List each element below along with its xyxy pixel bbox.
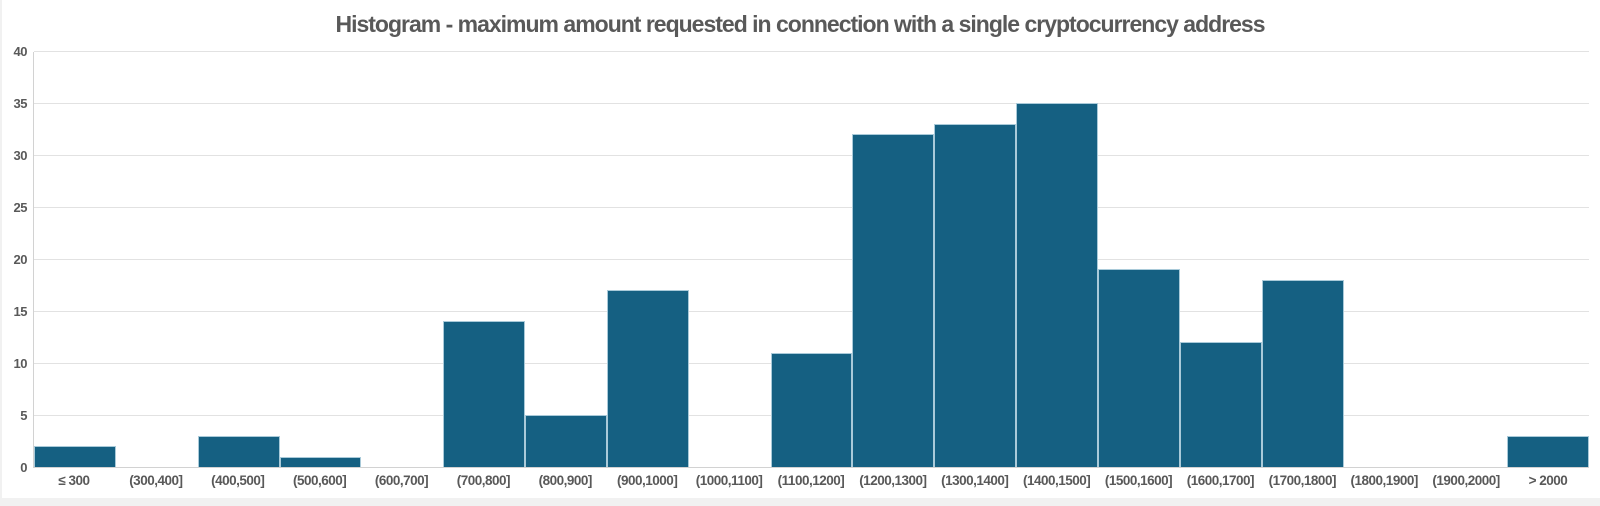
y-tick-label: 15: [13, 304, 28, 319]
histogram-bar: [34, 446, 116, 467]
histogram-bar: [197, 435, 280, 467]
histogram-bar: [443, 321, 526, 467]
gridline: [34, 311, 1589, 312]
x-tick-label: (800,900]: [538, 473, 593, 488]
plot-area: [33, 51, 1590, 468]
bar-slot: [1507, 52, 1590, 467]
histogram-bar: [1016, 103, 1098, 467]
y-tick-label: 10: [13, 356, 28, 371]
bar-slot: [34, 52, 116, 467]
bar-slot: [1261, 52, 1344, 467]
y-tick-label: 25: [13, 200, 28, 215]
bar-slot: [1016, 52, 1098, 467]
histogram-bar: [934, 123, 1017, 467]
x-axis-tick-labels: ≤ 300 (300,400] (400,500] (500,600] (600,700…: [33, 471, 1589, 493]
x-tick-label: (1000,1100]: [695, 473, 763, 488]
x-tick-label: (1800,1900]: [1350, 473, 1419, 488]
bar-slot: [361, 52, 443, 467]
bar-slot: [770, 52, 853, 467]
x-tick-label: (1700,1800]: [1268, 473, 1337, 488]
histogram-bar: [1179, 342, 1262, 467]
bar-slot: [1344, 52, 1426, 467]
x-tick-label: (900,1000]: [617, 473, 678, 488]
bar-slot: [689, 52, 771, 467]
y-tick-label: 40: [13, 44, 28, 59]
y-tick-label: 5: [20, 408, 27, 423]
histogram-bar: [852, 134, 935, 467]
histogram-bar: [770, 352, 853, 467]
y-axis-tick-labels: 0 5 10 15 20 25 30 35 40: [0, 44, 28, 475]
y-tick-label: 0: [20, 460, 27, 475]
x-tick-label: (1300,1400]: [941, 473, 1009, 488]
x-tick-label: (300,400]: [129, 473, 183, 488]
y-tick-label: 20: [13, 252, 28, 267]
histogram-bar: [1097, 269, 1180, 467]
bar-slot: [606, 52, 689, 467]
bar-slot: [197, 52, 280, 467]
bars-row: [34, 52, 1590, 467]
x-tick-label: (1400,1500]: [1022, 473, 1091, 488]
gridline: [34, 103, 1589, 104]
x-tick-label: (400,500]: [211, 473, 265, 488]
bar-slot: [934, 52, 1017, 467]
gridline: [34, 155, 1589, 156]
bar-slot: [116, 52, 198, 467]
histogram-bar: [1507, 435, 1590, 467]
y-tick-label: 30: [13, 148, 28, 163]
left-edge-strip: [0, 0, 2, 506]
histogram-bar: [279, 456, 362, 467]
histogram-bar: [525, 415, 607, 467]
y-tick-label: 35: [13, 96, 28, 111]
gridline: [34, 259, 1589, 260]
bar-slot: [1425, 52, 1507, 467]
x-tick-label: (600,700]: [374, 473, 429, 488]
bar-slot: [443, 52, 526, 467]
x-tick-label: (700,800]: [456, 473, 511, 488]
chart-title: Histogram - maximum amount requested in …: [335, 11, 1265, 37]
bar-slot: [279, 52, 362, 467]
x-tick-label: (1600,1700]: [1186, 473, 1255, 488]
x-tick-label: > 2000: [1528, 473, 1568, 488]
x-tick-label: (1100,1200]: [777, 473, 845, 488]
x-tick-label: (1500,1600]: [1104, 473, 1173, 488]
x-tick-label: (500,600]: [292, 473, 347, 488]
bar-slot: [1179, 52, 1262, 467]
bottom-edge-strip: [0, 498, 1600, 506]
bar-slot: [525, 52, 607, 467]
x-tick-label: (1200,1300]: [859, 473, 927, 488]
gridline: [34, 51, 1589, 52]
bar-slot: [1097, 52, 1180, 467]
histogram-bar: [1261, 279, 1344, 467]
bar-slot: [852, 52, 935, 467]
gridline: [34, 207, 1589, 208]
x-tick-label: (1900,2000]: [1432, 473, 1500, 488]
x-tick-label: ≤ 300: [58, 473, 90, 488]
histogram-bar: [606, 290, 689, 467]
